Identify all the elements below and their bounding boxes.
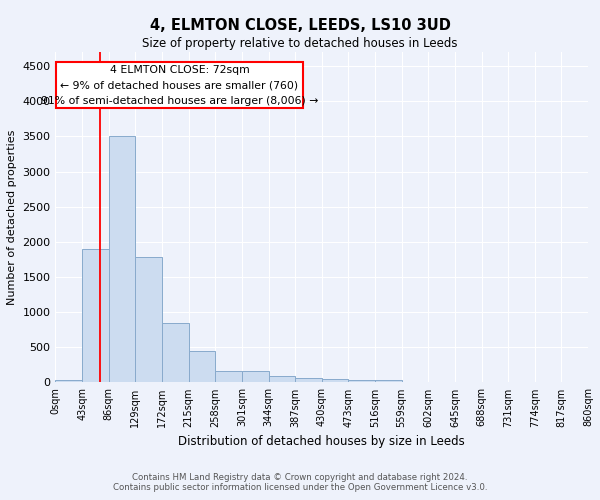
Bar [322, 379, 349, 382]
Bar [349, 380, 375, 382]
Bar [242, 371, 269, 382]
Bar [55, 380, 82, 382]
Text: Contains HM Land Registry data © Crown copyright and database right 2024.
Contai: Contains HM Land Registry data © Crown c… [113, 473, 487, 492]
Bar [82, 249, 109, 382]
FancyBboxPatch shape [56, 62, 303, 108]
Text: 4, ELMTON CLOSE, LEEDS, LS10 3UD: 4, ELMTON CLOSE, LEEDS, LS10 3UD [149, 18, 451, 32]
Bar [136, 258, 162, 382]
Bar [295, 378, 322, 382]
Y-axis label: Number of detached properties: Number of detached properties [7, 130, 17, 305]
Bar [109, 136, 136, 382]
Text: Size of property relative to detached houses in Leeds: Size of property relative to detached ho… [142, 38, 458, 51]
Bar [269, 376, 295, 382]
Bar [375, 380, 401, 382]
X-axis label: Distribution of detached houses by size in Leeds: Distribution of detached houses by size … [178, 435, 465, 448]
Bar [188, 351, 215, 382]
Bar [215, 370, 242, 382]
Text: 4 ELMTON CLOSE: 72sqm
← 9% of detached houses are smaller (760)
91% of semi-deta: 4 ELMTON CLOSE: 72sqm ← 9% of detached h… [41, 65, 318, 106]
Bar [162, 324, 188, 382]
